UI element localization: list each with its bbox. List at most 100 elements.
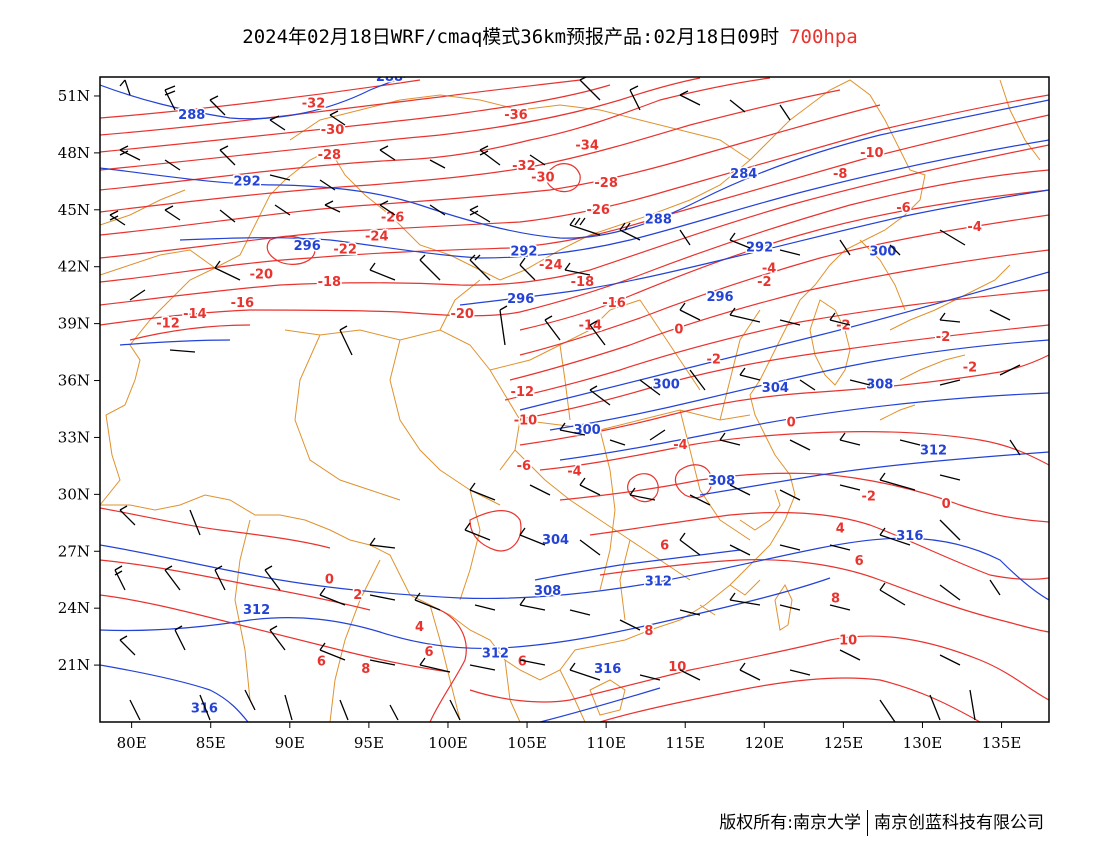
x-tick-label: 95E [354, 734, 384, 752]
height-contour-label: 300 [653, 377, 680, 392]
temperature-contour-label: -10 [514, 413, 538, 428]
kazakh-boundary [100, 189, 216, 276]
coast-japan-sea [859, 79, 1041, 311]
temperature-contour-label: -4 [967, 220, 981, 235]
temperature-contour-label: -30 [531, 171, 555, 186]
height-contour-label: 312 [920, 444, 947, 459]
temperature-contour-label: -2 [936, 330, 950, 345]
height-contour-label: 300 [574, 423, 601, 438]
y-tick-label: 27N [58, 542, 90, 560]
height-contour-label: 316 [896, 529, 923, 544]
temperature-contour-label: 6 [518, 654, 527, 669]
height-contour-label: 288 [178, 108, 205, 123]
temperature-contour-label: -20 [450, 307, 474, 322]
height-contour-label: 308 [708, 474, 735, 489]
height-contour-label: 304 [542, 533, 569, 548]
temperature-contour-label: -14 [183, 307, 207, 322]
temperature-contour-label: -2 [963, 360, 977, 375]
temperature-contour-label: -32 [302, 97, 326, 112]
copyright-separator [867, 810, 868, 836]
plot-area: -32-36-30-34-28-32-30 -28-26-26-24-22-20-… [100, 70, 1049, 722]
x-tick-label: 125E [824, 734, 864, 752]
x-tick-label: 115E [665, 734, 705, 752]
y-tick-label: 42N [58, 258, 90, 276]
title-level: 700hpa [789, 26, 858, 48]
temperature-contour-label: 8 [361, 662, 370, 677]
temperature-contour-label: 6 [317, 654, 326, 669]
temperature-contour-label: 10 [668, 660, 686, 675]
coast-east [699, 489, 781, 616]
temperature-contour-label: -10 [860, 146, 884, 161]
x-tick-label: 90E [275, 734, 305, 752]
temperature-contour-label: -6 [517, 459, 531, 474]
height-contour-label: 292 [746, 241, 773, 256]
temperature-contour-label: -28 [594, 176, 618, 191]
y-tick-label: 45N [58, 201, 90, 219]
korea-peninsula [809, 299, 851, 386]
y-tick-label: 30N [58, 485, 90, 503]
temperature-contour-label: 2 [353, 588, 362, 603]
temperature-contour-label: -2 [836, 319, 850, 334]
temperature-contour-label: -20 [250, 267, 274, 282]
copyright-footer: 版权所有:南京大学 南京创蓝科技有限公司 [719, 808, 1044, 836]
temperature-contour-label: 8 [831, 592, 840, 607]
temperature-contour-label: -2 [757, 275, 771, 290]
temperature-contour-label: 0 [787, 415, 796, 430]
y-tick-label: 51N [58, 87, 90, 105]
temperature-contour-label: 4 [836, 522, 845, 537]
temperature-contour-label: -4 [567, 465, 581, 480]
temperature-contour-label: -28 [318, 148, 342, 163]
temperature-contour-label: 10 [839, 633, 857, 648]
hainan-island [589, 679, 626, 716]
temperature-contour-label: 6 [855, 554, 864, 569]
copyright-left: 版权所有:南京大学 [719, 813, 861, 833]
temperature-contour-label: 4 [415, 620, 424, 635]
temperature-labels: -32-36-30-34-28-32-30 -28-26-26-24-22-20-… [155, 95, 984, 678]
temperature-contour-label: -22 [333, 243, 357, 258]
height-contour-label: 288 [645, 212, 672, 227]
temperature-contour-label: 0 [942, 497, 951, 512]
x-tick-label: 105E [507, 734, 547, 752]
temperature-contour-label: -8 [833, 167, 847, 182]
temperature-contour-label: -2 [861, 489, 875, 504]
y-tick-label: 48N [58, 144, 90, 162]
x-tick-label: 130E [903, 734, 943, 752]
height-contour-label: 304 [762, 381, 789, 396]
temperature-contour-label: -34 [575, 138, 599, 153]
temperature-contour-label: -6 [896, 201, 910, 216]
temperature-contour-label: -24 [539, 258, 563, 273]
x-tick-label: 135E [982, 734, 1022, 752]
height-contour-label: 296 [294, 239, 321, 254]
x-tick-label: 120E [745, 734, 785, 752]
height-contour-label: 288 [376, 70, 403, 85]
province-lines [284, 279, 761, 621]
temperature-contour-label: -12 [156, 317, 180, 332]
height-contour-label: 316 [191, 702, 218, 717]
wind-barbs [109, 77, 1021, 722]
x-tick-label: 80E [117, 734, 147, 752]
chart-title: 2024年02月18日WRF/cmaq模式36km预报产品:02月18日09时 7… [0, 22, 1100, 49]
temperature-contour-label: -36 [504, 108, 528, 123]
temperature-contour-label: -18 [571, 275, 595, 290]
y-tick-label: 39N [58, 315, 90, 333]
x-tick-label: 100E [428, 734, 468, 752]
temperature-contour-label: -30 [321, 123, 345, 138]
height-contour-label: 312 [482, 647, 509, 662]
title-text: 2024年02月18日WRF/cmaq模式36km预报产品:02月18日09时 [242, 26, 780, 48]
temperature-contour-label: 6 [424, 645, 433, 660]
y-tick-label: 33N [58, 428, 90, 446]
temperature-contour-label: -16 [231, 296, 255, 311]
temperature-contour-label: -4 [762, 262, 776, 277]
x-tick-label: 85E [196, 734, 226, 752]
temperature-contour-label: -24 [365, 229, 389, 244]
axis-ticks: 80E 85E 90E 95E 100E 105E 110E 115E 120E 125E 130E… [58, 87, 1022, 752]
temperature-contour-label: -18 [318, 275, 342, 290]
temperature-contour-label: -4 [673, 438, 687, 453]
temperature-contour-label: -32 [512, 159, 536, 174]
southeast-asia-lines [234, 519, 586, 722]
temperature-contours [100, 77, 1049, 722]
height-contour-label: 292 [510, 245, 537, 260]
height-contour-label: 316 [594, 662, 621, 677]
